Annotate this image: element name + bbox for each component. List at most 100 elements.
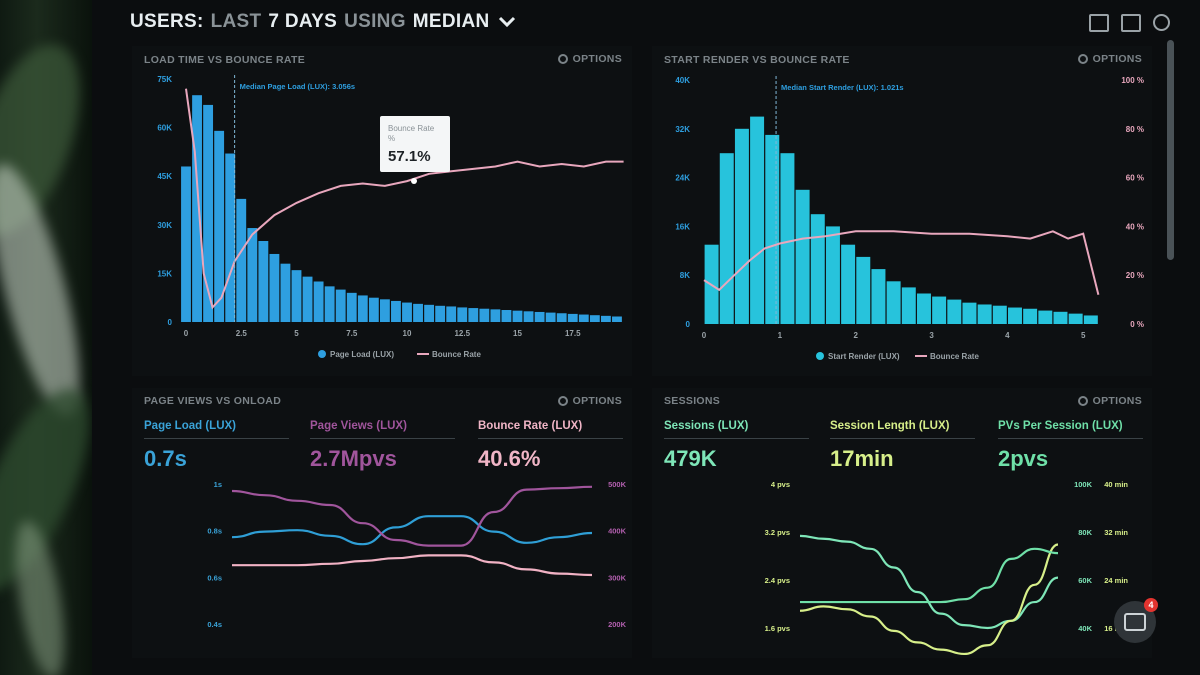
histogram-bar	[490, 309, 501, 322]
series-line	[800, 544, 1058, 653]
x-tick-label: 1	[778, 331, 783, 340]
histogram-bar	[780, 153, 795, 324]
y-right-tick-label: 20 %	[1126, 271, 1144, 280]
series-line	[231, 485, 593, 547]
y-tick-label: 60K	[157, 124, 172, 133]
histogram-bar	[947, 299, 962, 324]
histogram-bar	[523, 311, 534, 322]
y-right-tick-label: 24 min	[1104, 576, 1128, 585]
legend-bar-swatch	[816, 352, 824, 360]
histogram-bar	[368, 297, 379, 322]
chevron-down-icon[interactable]	[497, 12, 517, 32]
options-button[interactable]: OPTIONS	[557, 53, 622, 65]
histogram-bar	[825, 226, 840, 324]
y-tick-label: 2.4 pvs	[765, 576, 790, 585]
gear-icon	[557, 54, 568, 64]
metric-label-bounce-rate: Bounce Rate (LUX)	[478, 420, 623, 439]
y-tick-label: 0	[686, 320, 691, 329]
histogram-bar	[1068, 313, 1083, 324]
metric-value-page-load: 0.7s	[144, 446, 187, 471]
histogram-bar	[479, 308, 490, 322]
y-tick-label: 1.6 pvs	[765, 624, 790, 633]
bounce-rate-line	[185, 88, 624, 310]
x-tick-label: 10	[403, 329, 412, 338]
histogram-bar	[181, 166, 191, 322]
y-tick-label: 16K	[675, 222, 690, 231]
options-button[interactable]: OPTIONS	[1077, 395, 1142, 407]
panel-title: LOAD TIME VS BOUNCE RATE	[144, 54, 306, 66]
histogram-bar	[335, 289, 346, 322]
cursor-pointer	[411, 178, 417, 184]
legend-bar-label: Start Render (LUX)	[828, 352, 900, 361]
histogram-bar	[225, 153, 236, 322]
header-prefix: USERS:	[130, 11, 204, 32]
histogram-bar	[567, 313, 578, 322]
legend-bar-swatch	[318, 350, 326, 358]
histogram-bar	[313, 281, 324, 322]
y-right-tick-label: 300K	[608, 573, 627, 582]
monitor-icon[interactable]	[1089, 14, 1109, 32]
histogram-bar	[203, 104, 214, 322]
dashboard-header[interactable]: USERS: LAST 7 DAYS USING MEDIAN	[130, 8, 517, 36]
panel-render-bounce: START RENDER VS BOUNCE RATE OPTIONS 0 8K 1…	[652, 46, 1152, 376]
header-period: 7 DAYS	[268, 11, 338, 32]
histogram-bar	[750, 116, 765, 324]
panel-title: PAGE VIEWS VS ONLOAD	[144, 395, 282, 407]
histogram-bar	[236, 198, 247, 322]
histogram-bar	[435, 305, 446, 322]
series-line	[800, 549, 1058, 602]
histogram-bar	[468, 308, 479, 322]
chat-button[interactable]: 4	[1114, 598, 1158, 643]
y-tick-label: 8K	[680, 271, 690, 280]
sessions-chart: 1.6 pvs 2.4 pvs 3.2 pvs 4 pvs 40K 60K 80K 100K 1…	[652, 388, 1152, 658]
bounce-rate-line	[703, 230, 1100, 295]
histogram-bar	[214, 130, 225, 322]
histogram-bar	[1023, 308, 1038, 324]
x-tick-label: 5	[1081, 331, 1086, 340]
histogram-bar	[446, 306, 457, 322]
histogram-bar	[1007, 307, 1022, 324]
chat-icon	[1124, 613, 1146, 631]
metric-label-sessions: Sessions (LUX)	[664, 420, 809, 439]
options-button[interactable]: OPTIONS	[1077, 53, 1142, 65]
legend-line-label: Bounce Rate	[930, 352, 979, 361]
median-label: Median Page Load (LUX): 3.056s	[240, 82, 355, 91]
histogram-bar	[247, 228, 258, 322]
histogram-bar	[932, 296, 947, 324]
dashboard-screen: USERS: LAST 7 DAYS USING MEDIAN LOAD TIM…	[92, 0, 1200, 675]
header-stat: MEDIAN	[412, 11, 490, 32]
histogram-bar	[992, 305, 1007, 324]
histogram-bar	[379, 299, 390, 322]
image-icon[interactable]	[1121, 14, 1141, 32]
y-tick-label: 32K	[675, 125, 690, 134]
y-tick-label: 0.8s	[207, 527, 222, 536]
y-tick-label: 0.4s	[207, 620, 222, 629]
histogram-bar	[534, 311, 545, 322]
y-right-tick-label: 80 %	[1126, 125, 1144, 134]
histogram-bar	[258, 241, 269, 322]
histogram-bar	[457, 307, 468, 322]
y-tick-label: 4 pvs	[771, 480, 790, 489]
histogram-bar	[269, 253, 280, 322]
options-button[interactable]: OPTIONS	[557, 395, 622, 407]
y-right-tick-label: 60 %	[1126, 174, 1144, 183]
help-icon[interactable]	[1153, 14, 1170, 31]
histogram-bar	[886, 281, 901, 324]
histogram-bar	[871, 269, 886, 324]
scrollbar[interactable]	[1167, 40, 1174, 260]
x-tick-label: 5	[294, 329, 299, 338]
histogram-bar	[512, 310, 523, 322]
y-tick-label: 0.6s	[207, 573, 222, 582]
histogram-bar	[977, 304, 992, 324]
header-period-dim: LAST	[210, 11, 262, 32]
header-using-dim: USING	[344, 11, 406, 32]
histogram-bar	[424, 304, 435, 322]
metric-label-pvs-per-session: PVs Per Session (LUX)	[998, 420, 1143, 439]
y-right-tick-label: 32 min	[1104, 528, 1128, 537]
series-line	[231, 515, 593, 546]
y-tick-label: 30K	[157, 221, 172, 230]
metric-value-bounce-rate: 40.6%	[478, 446, 541, 471]
x-tick-label: 15	[513, 329, 522, 338]
legend-line-label: Bounce Rate	[432, 350, 481, 359]
